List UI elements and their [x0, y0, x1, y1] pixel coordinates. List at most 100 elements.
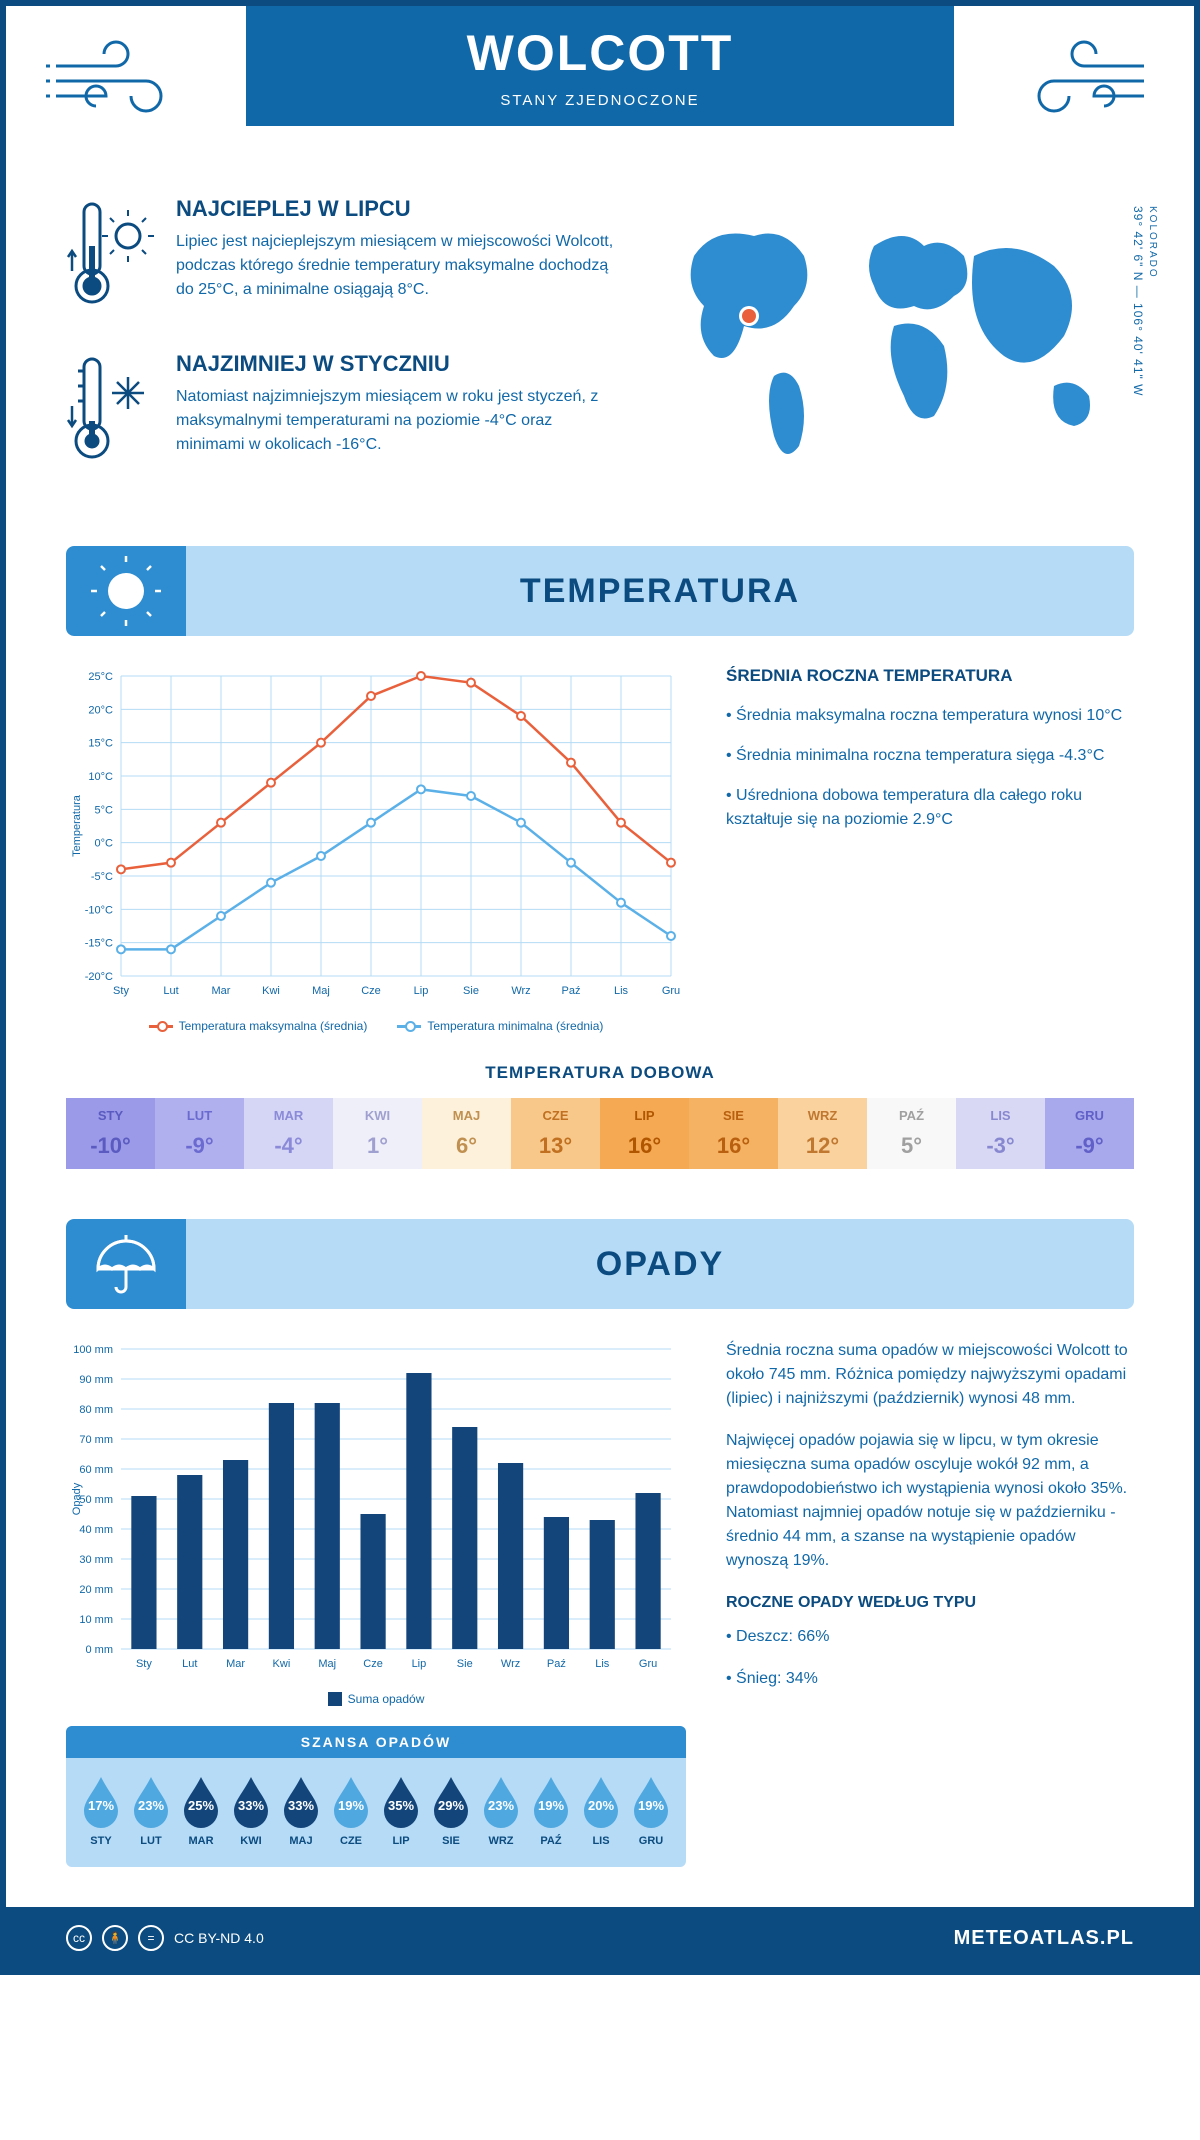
svg-text:20°C: 20°C [88, 704, 113, 716]
chance-cell: 33%KWI [226, 1773, 276, 1847]
svg-text:Maj: Maj [318, 1658, 336, 1670]
daily-temp-cell: CZE13° [511, 1098, 600, 1169]
svg-text:-15°C: -15°C [85, 938, 113, 950]
svg-text:Kwi: Kwi [262, 985, 280, 997]
temp-summary: ŚREDNIA ROCZNA TEMPERATURA • Średnia mak… [726, 666, 1134, 1033]
svg-text:Lut: Lut [163, 985, 178, 997]
coldest-desc: Natomiast najzimniejszym miesiącem w rok… [176, 385, 614, 457]
svg-text:25°C: 25°C [88, 671, 113, 683]
svg-text:Mar: Mar [226, 1658, 245, 1670]
svg-text:60 mm: 60 mm [79, 1464, 113, 1476]
svg-text:0°C: 0°C [95, 838, 114, 850]
hottest-title: NAJCIEPLEJ W LIPCU [176, 196, 614, 222]
hottest-block: NAJCIEPLEJ W LIPCU Lipiec jest najcieple… [66, 196, 614, 321]
title-banner: WOLCOTT STANY ZJEDNOCZONE [246, 6, 954, 126]
chance-row: 17%STY23%LUT25%MAR33%KWI33%MAJ19%CZE35%L… [66, 1758, 686, 1852]
drop-icon: 23% [478, 1773, 524, 1829]
svg-text:Paź: Paź [562, 985, 581, 997]
svg-text:-5°C: -5°C [91, 871, 113, 883]
sun-icon [66, 546, 186, 636]
intro-text-col: NAJCIEPLEJ W LIPCU Lipiec jest najcieple… [66, 196, 614, 506]
svg-text:Lip: Lip [414, 985, 429, 997]
svg-text:0 mm: 0 mm [86, 1644, 114, 1656]
temp-bullet: • Średnia minimalna roczna temperatura s… [726, 744, 1134, 768]
chance-cell: 19%GRU [626, 1773, 676, 1847]
daily-temp-cell: STY-10° [66, 1098, 155, 1169]
page-subtitle: STANY ZJEDNOCZONE [246, 92, 954, 109]
chance-cell: 17%STY [76, 1773, 126, 1847]
coldest-text: NAJZIMNIEJ W STYCZNIU Natomiast najzimni… [176, 351, 614, 476]
svg-text:-10°C: -10°C [85, 904, 113, 916]
umbrella-icon [66, 1219, 186, 1309]
footer: cc 🧍 = CC BY-ND 4.0 METEOATLAS.PL [6, 1907, 1194, 1969]
drop-icon: 20% [578, 1773, 624, 1829]
svg-text:100 mm: 100 mm [73, 1344, 113, 1356]
precip-para: Najwięcej opadów pojawia się w lipcu, w … [726, 1429, 1134, 1573]
nd-icon: = [138, 1925, 164, 1951]
chance-cell: 23%LUT [126, 1773, 176, 1847]
wind-icon [46, 26, 196, 126]
chance-cell: 19%CZE [326, 1773, 376, 1847]
chance-cell: 35%LIP [376, 1773, 426, 1847]
drop-icon: 19% [628, 1773, 674, 1829]
daily-temp-cell: WRZ12° [778, 1098, 867, 1169]
chance-cell: 23%WRZ [476, 1773, 526, 1847]
svg-text:70 mm: 70 mm [79, 1434, 113, 1446]
daily-temp-cell: SIE16° [689, 1098, 778, 1169]
temp-line-chart: -20°C-15°C-10°C-5°C0°C5°C10°C15°C20°C25°… [66, 666, 686, 1033]
svg-text:Cze: Cze [361, 985, 381, 997]
precip-chart-svg: 0 mm10 mm20 mm30 mm40 mm50 mm60 mm70 mm8… [66, 1339, 686, 1679]
svg-text:Kwi: Kwi [273, 1658, 291, 1670]
drop-icon: 29% [428, 1773, 474, 1829]
precip-section-header: OPADY [66, 1219, 1134, 1309]
precip-bullet: • Śnieg: 34% [726, 1667, 1134, 1691]
svg-text:40 mm: 40 mm [79, 1524, 113, 1536]
content: NAJCIEPLEJ W LIPCU Lipiec jest najcieple… [6, 166, 1194, 1907]
coldest-block: NAJZIMNIEJ W STYCZNIU Natomiast najzimni… [66, 351, 614, 476]
state-label: KOLORADO [1147, 206, 1158, 279]
daily-temp-cell: PAŹ5° [867, 1098, 956, 1169]
precip-body: 0 mm10 mm20 mm30 mm40 mm50 mm60 mm70 mm8… [66, 1339, 1134, 1867]
legend-max: .legend-item:nth-child(1) .legend-sw::af… [149, 1019, 368, 1033]
svg-text:Lis: Lis [595, 1658, 610, 1670]
chance-cell: 29%SIE [426, 1773, 476, 1847]
page-title: WOLCOTT [246, 24, 954, 82]
temp-heading: TEMPERATURA [186, 572, 1134, 611]
svg-text:5°C: 5°C [95, 804, 114, 816]
svg-text:90 mm: 90 mm [79, 1374, 113, 1386]
chance-title: SZANSA OPADÓW [66, 1726, 686, 1758]
drop-icon: 19% [528, 1773, 574, 1829]
by-icon: 🧍 [102, 1925, 128, 1951]
precip-summary: Średnia roczna suma opadów w miejscowośc… [726, 1339, 1134, 1867]
svg-text:Maj: Maj [312, 985, 330, 997]
drop-icon: 35% [378, 1773, 424, 1829]
thermometer-cold-icon [66, 351, 156, 476]
header: WOLCOTT STANY ZJEDNOCZONE [6, 6, 1194, 166]
license: cc 🧍 = CC BY-ND 4.0 [66, 1925, 264, 1951]
coldest-title: NAJZIMNIEJ W STYCZNIU [176, 351, 614, 377]
hottest-text: NAJCIEPLEJ W LIPCU Lipiec jest najcieple… [176, 196, 614, 321]
svg-text:Cze: Cze [363, 1658, 383, 1670]
legend-min: .legend-item:nth-child(2) .legend-sw::af… [397, 1019, 603, 1033]
svg-text:Wrz: Wrz [501, 1658, 520, 1670]
coords-text: 39° 42' 6" N — 106° 40' 41" W [1131, 206, 1145, 396]
temp-chart-svg: -20°C-15°C-10°C-5°C0°C5°C10°C15°C20°C25°… [66, 666, 686, 1006]
svg-text:Mar: Mar [212, 985, 231, 997]
daily-temp-cell: LUT-9° [155, 1098, 244, 1169]
svg-text:Sie: Sie [457, 1658, 473, 1670]
svg-text:Temperatura: Temperatura [71, 794, 83, 857]
map-col: KOLORADO 39° 42' 6" N — 106° 40' 41" W [654, 196, 1134, 506]
drop-icon: 23% [128, 1773, 174, 1829]
page: WOLCOTT STANY ZJEDNOCZONE NAJCIEPLEJ W L… [0, 0, 1200, 1975]
svg-text:Lut: Lut [182, 1658, 197, 1670]
daily-temp-cell: LIP16° [600, 1098, 689, 1169]
daily-temp-cell: KWI1° [333, 1098, 422, 1169]
daily-temp-cell: MAR-4° [244, 1098, 333, 1169]
chance-cell: 33%MAJ [276, 1773, 326, 1847]
precip-legend: Suma opadów [66, 1692, 686, 1706]
svg-text:80 mm: 80 mm [79, 1404, 113, 1416]
chance-box: SZANSA OPADÓW 17%STY23%LUT25%MAR33%KWI33… [66, 1726, 686, 1867]
temp-section-header: TEMPERATURA [66, 546, 1134, 636]
svg-text:-20°C: -20°C [85, 971, 113, 983]
precip-heading: OPADY [186, 1245, 1134, 1284]
